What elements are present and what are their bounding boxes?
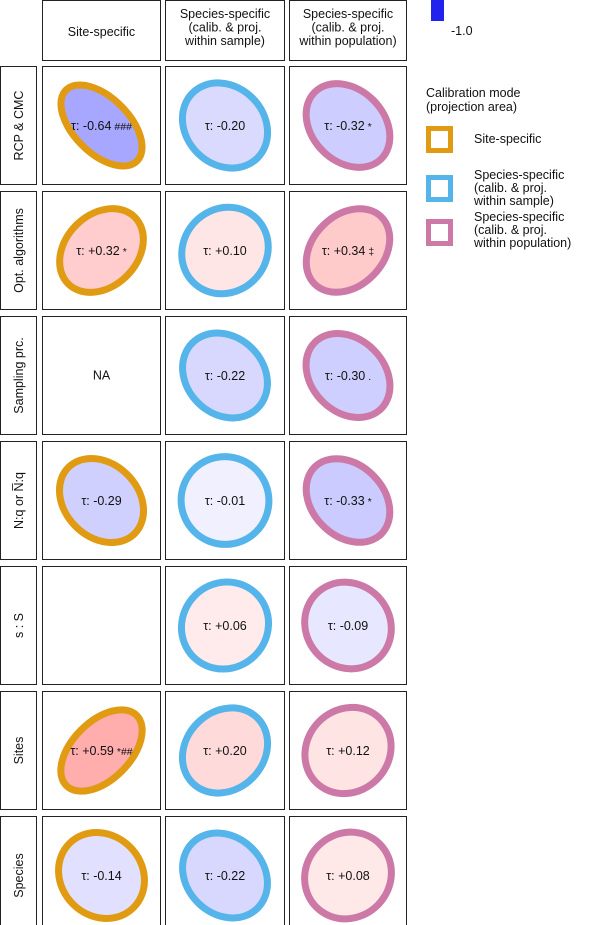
significance-marker: * bbox=[123, 246, 127, 258]
significance-marker: ‡ bbox=[368, 246, 374, 258]
cell-label: τ: -0.22 bbox=[205, 869, 245, 883]
cell-label: τ: -0.09 bbox=[328, 619, 368, 633]
correlation-ellipse bbox=[302, 205, 394, 296]
correlation-ellipse bbox=[301, 828, 395, 923]
legend-swatch bbox=[426, 126, 453, 153]
row-header-box bbox=[0, 191, 37, 310]
correlation-ellipse bbox=[177, 453, 273, 548]
cell-label: τ: +0.20 bbox=[203, 744, 247, 758]
cell-label: τ: +0.12 bbox=[326, 744, 370, 758]
significance-marker: . bbox=[368, 371, 371, 383]
correlation-ellipse bbox=[57, 81, 146, 170]
significance-marker: * bbox=[368, 496, 372, 508]
column-header-box bbox=[42, 0, 161, 61]
correlation-ellipse bbox=[57, 706, 146, 795]
correlation-ellipse bbox=[55, 454, 148, 547]
cell-label-na: NA bbox=[93, 369, 111, 383]
correlation-ellipse bbox=[179, 829, 271, 922]
correlation-ellipse bbox=[178, 704, 272, 797]
correlation-ellipse bbox=[302, 455, 394, 546]
cell-label: τ: +0.10 bbox=[203, 244, 247, 258]
correlation-ellipse bbox=[301, 703, 395, 798]
color-scale-label: -1.0 bbox=[451, 24, 473, 38]
correlation-ellipse bbox=[179, 329, 271, 422]
column-header-2: Species-specific (calib. & proj. within sa… bbox=[180, 7, 270, 48]
legend-swatch bbox=[426, 219, 453, 246]
row-label-s-s: s : S bbox=[12, 613, 26, 638]
cell-label: τ: -0.14 bbox=[81, 869, 121, 883]
cell-frame bbox=[42, 566, 161, 685]
correlation-ellipse bbox=[302, 80, 394, 171]
column-header-box bbox=[289, 0, 407, 61]
legend-swatch bbox=[426, 175, 453, 202]
correlation-ellipse bbox=[55, 829, 148, 922]
legend-label: Species-specific (calib. & proj. within po… bbox=[474, 210, 572, 250]
significance-marker: *## bbox=[117, 746, 133, 758]
cell-label: τ: -0.64 ### bbox=[71, 119, 132, 133]
row-label-n-q-or-n-q: N:q or N̅:q bbox=[12, 472, 26, 529]
legend-title: Calibration mode (projection area) bbox=[426, 86, 521, 114]
cell-label: τ: +0.08 bbox=[326, 869, 370, 883]
row-label-sampling-prc: Sampling prc. bbox=[12, 337, 26, 413]
row-header-box bbox=[0, 66, 37, 185]
correlation-ellipse bbox=[178, 79, 272, 172]
significance-marker: * bbox=[368, 121, 372, 133]
significance-marker: ### bbox=[114, 121, 132, 133]
cell-frame bbox=[42, 316, 161, 435]
cell-label: τ: +0.32 * bbox=[76, 244, 127, 258]
legend-label: Species-specific (calib. & proj. within sa… bbox=[474, 168, 565, 208]
row-header-box bbox=[0, 441, 37, 560]
cell-label: τ: -0.32 * bbox=[324, 119, 371, 133]
row-header-box bbox=[0, 566, 37, 685]
cell-label: τ: -0.29 bbox=[81, 494, 121, 508]
row-label-species: Species bbox=[12, 853, 26, 897]
row-header-box bbox=[0, 316, 37, 435]
cell-label: τ: -0.01 bbox=[205, 494, 245, 508]
cell-label: τ: -0.22 bbox=[205, 369, 245, 383]
correlation-ellipse bbox=[56, 205, 147, 296]
legend-label: Site-specific bbox=[474, 132, 542, 146]
correlation-ellipse bbox=[301, 578, 395, 673]
legend: Calibration mode (projection area) Site-s… bbox=[426, 86, 593, 250]
row-label-rcp-cmc: RCP & CMC bbox=[12, 91, 26, 161]
cell-label: τ: +0.59 *## bbox=[70, 744, 132, 758]
row-header-box bbox=[0, 691, 37, 810]
column-header-box bbox=[165, 0, 285, 61]
cell-label: τ: -0.30. bbox=[325, 369, 371, 383]
column-header-3: Species-specific (calib. & proj. within po… bbox=[298, 7, 396, 48]
correlation-ellipse bbox=[302, 330, 394, 421]
cell-label: τ: -0.20 bbox=[205, 119, 245, 133]
row-label-opt-algorithms: Opt. algorithms bbox=[12, 208, 26, 293]
column-header-1: Site-specific bbox=[68, 25, 135, 39]
cell-label: τ: +0.06 bbox=[203, 619, 247, 633]
row-header-box bbox=[0, 816, 37, 925]
cell-label: τ: +0.34 ‡ bbox=[322, 244, 375, 258]
correlation-ellipse bbox=[178, 203, 272, 298]
cell-label: τ: -0.33 * bbox=[324, 494, 371, 508]
row-label-sites: Sites bbox=[12, 737, 26, 765]
color-scale-bar bbox=[431, 0, 444, 21]
correlation-ellipse bbox=[177, 578, 273, 673]
